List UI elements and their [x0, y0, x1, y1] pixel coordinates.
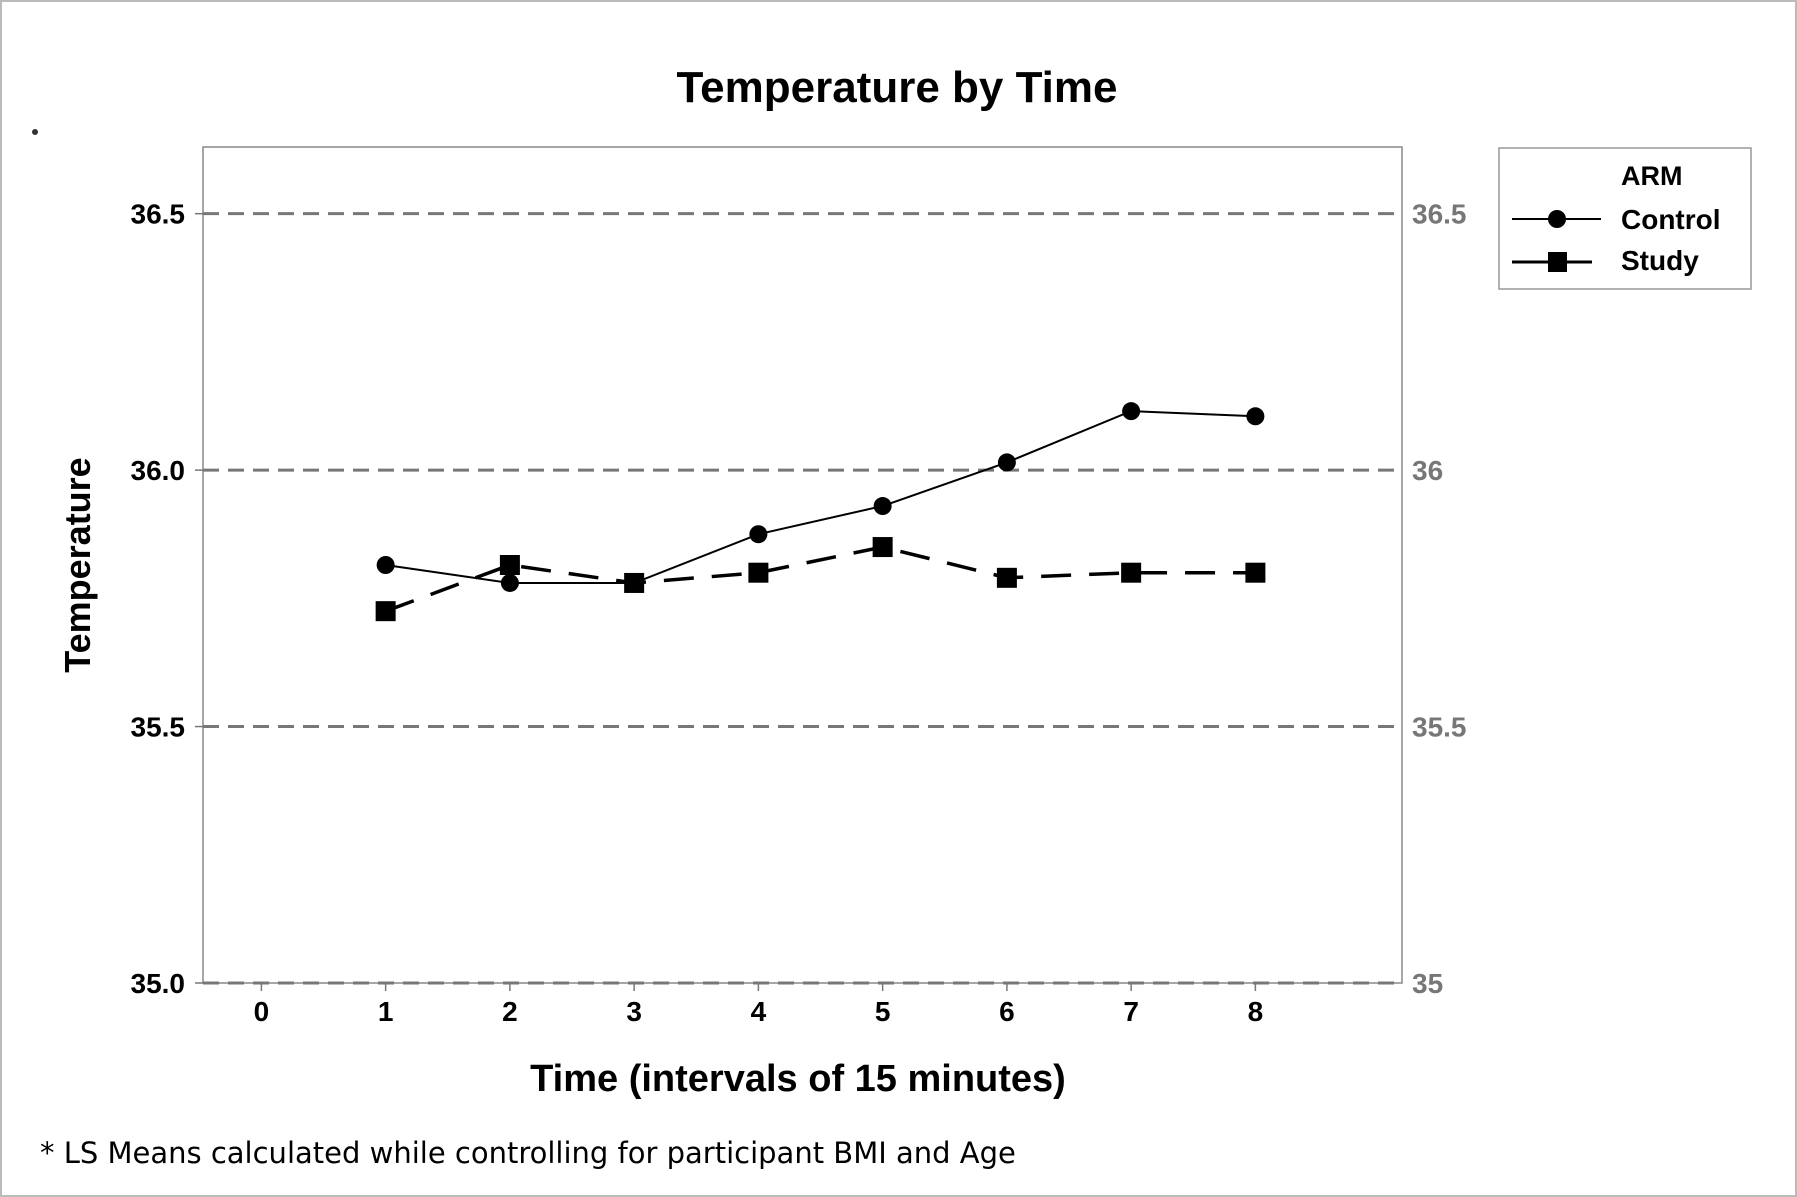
x-tick-label: 8 [1248, 996, 1264, 1027]
x-tick-label: 4 [751, 996, 767, 1027]
legend-title: ARM [1621, 161, 1683, 191]
x-tick-label: 6 [999, 996, 1015, 1027]
legend-study-marker [1548, 252, 1567, 272]
x-tick-label: 0 [254, 996, 270, 1027]
y-axis-left: 36.5 36.0 35.5 35.0 [131, 199, 203, 999]
data-point-control [749, 525, 768, 544]
x-axis: 0 1 2 3 4 5 6 7 8 [254, 983, 1264, 1027]
series-line-study [384, 545, 1256, 613]
legend-study-label: Study [1621, 245, 1699, 276]
data-point-study [1245, 562, 1266, 583]
data-point-control [500, 573, 519, 592]
data-point-control [997, 453, 1016, 472]
x-tick-label: 3 [626, 996, 642, 1027]
y-tick-label-left: 36.0 [131, 455, 186, 486]
data-point-study [375, 601, 396, 622]
plot-frame [202, 146, 1403, 984]
y-tick-label-right: 36.5 [1412, 199, 1467, 230]
data-point-study [996, 567, 1017, 588]
y-tick-label-left: 35.0 [131, 968, 186, 999]
data-point-study [499, 555, 520, 575]
y-axis-right: 36.5 36 35.5 35 [1412, 199, 1467, 999]
legend: ARM Control Study [1498, 147, 1752, 290]
y-tick-label-left: 35.5 [131, 712, 186, 743]
data-point-control [1246, 407, 1265, 426]
data-point-control [376, 556, 395, 574]
series-group [375, 402, 1266, 622]
x-tick-label: 1 [378, 996, 394, 1027]
y-tick-label-right: 35 [1412, 968, 1443, 999]
series-line-control [385, 410, 1256, 584]
data-point-study [748, 562, 769, 583]
chart-title: Temperature by Time [677, 63, 1118, 112]
legend-control-marker [1548, 210, 1566, 228]
x-tick-label: 5 [875, 996, 891, 1027]
y-axis-label: Temperature [57, 457, 98, 672]
y-tick-label-right: 36 [1412, 455, 1443, 486]
data-point-study [872, 537, 893, 558]
footnote: * LS Means calculated while controlling … [40, 1136, 1016, 1170]
x-tick-label: 7 [1123, 996, 1139, 1027]
data-point-control [873, 497, 892, 516]
x-tick-label: 2 [502, 996, 518, 1027]
data-point-study [1121, 562, 1142, 583]
y-tick-label-left: 36.5 [131, 199, 186, 230]
legend-control-label: Control [1621, 204, 1721, 235]
stray-dot [32, 129, 38, 135]
y-tick-label-right: 35.5 [1412, 712, 1467, 743]
data-point-study [624, 572, 645, 593]
x-axis-label: Time (intervals of 15 minutes) [530, 1058, 1066, 1100]
data-point-control [1122, 402, 1141, 421]
